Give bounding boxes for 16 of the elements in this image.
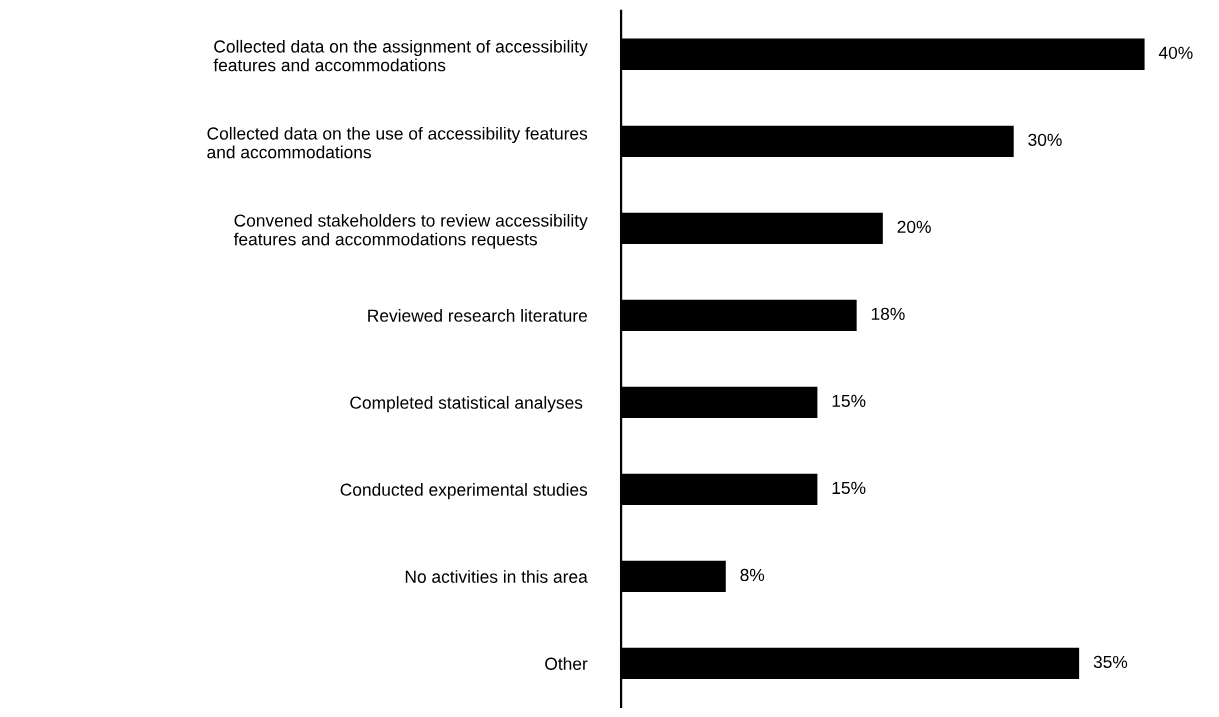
data-label: 20%	[897, 220, 931, 233]
data-label: 15%	[832, 394, 866, 408]
y-tick-label: No activities in this area	[405, 570, 588, 583]
data-label: 18%	[871, 307, 905, 321]
data-label: 8%	[740, 568, 765, 582]
y-tick-label: Completed statistical analyses	[350, 396, 583, 413]
data-label: 40%	[1158, 46, 1193, 59]
y-tick-label: Other	[545, 657, 588, 670]
y-tick-label: Conducted experimental studies	[340, 483, 588, 500]
y-tick-label: Collected data on the use of accessibility features and accommodations	[207, 126, 588, 159]
data-label: 15%	[832, 481, 866, 495]
y-tick-label: Convened stakeholders to review accessibility features and accommodations requests	[233, 213, 588, 249]
data-label: 30%	[1028, 133, 1062, 146]
y-tick-label: Collected data on the assignment of accessibility features and accommodations	[213, 39, 588, 72]
data-label: 35%	[1093, 655, 1128, 669]
y-tick-label: Reviewed research literature	[368, 309, 587, 322]
